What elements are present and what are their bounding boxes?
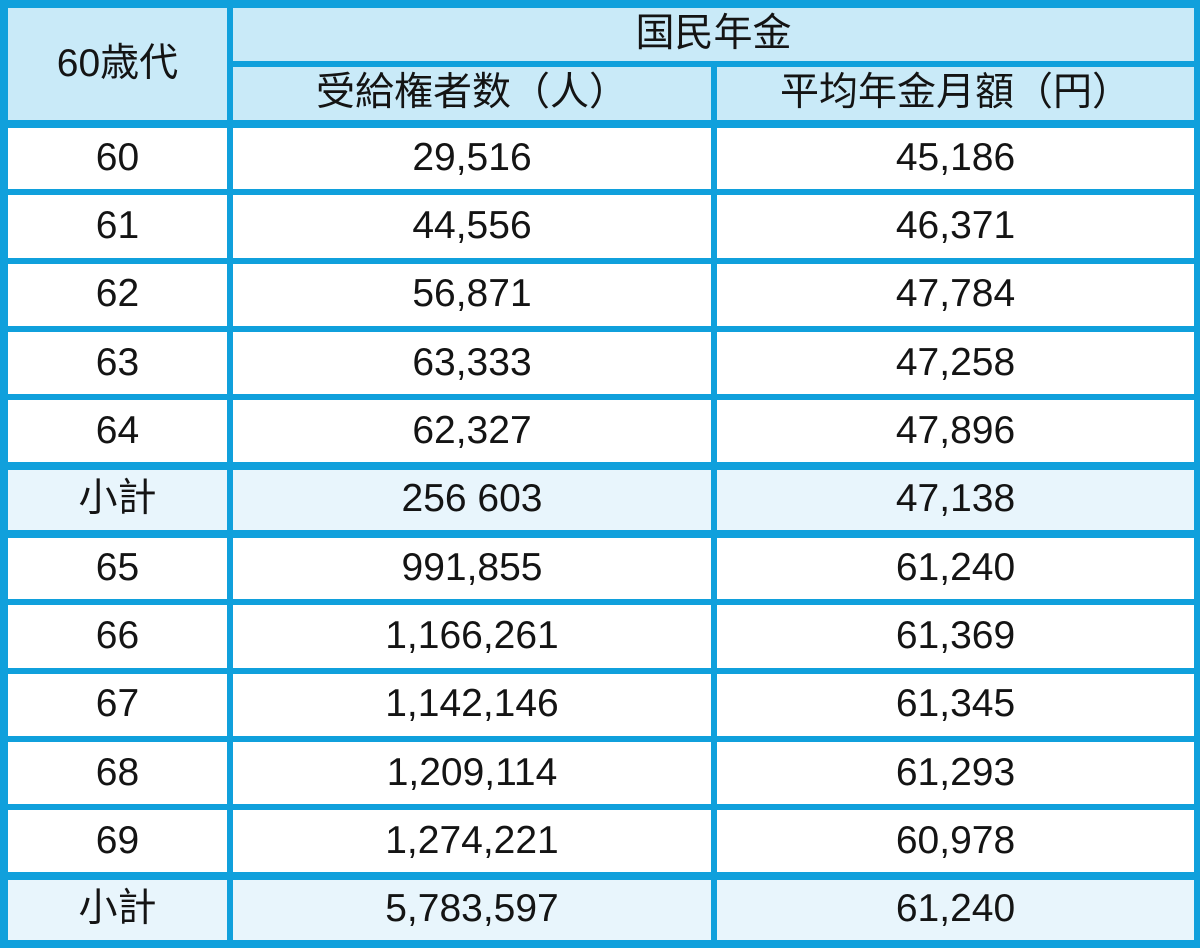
group-header-row: 60歳代 国民年金: [1, 1, 1200, 128]
table-row-age-65: 65 991,855 61,240: [1, 530, 1200, 606]
table-row-age-63: 63 63,333 47,258: [1, 325, 1200, 401]
recipients-cell: 1,274,221: [227, 804, 717, 879]
avg-amount-cell: 61,345: [710, 667, 1200, 742]
column-header-row: 受給権者数（人） 平均年金月額（円）: [4, 61, 1200, 128]
subtotal-label-cell: 小計: [1, 461, 233, 538]
avg-amount-cell: 47,784: [710, 257, 1200, 332]
avg-amount-cell: 61,369: [710, 599, 1200, 674]
avg-amount-cell: 61,240: [710, 530, 1200, 606]
table-row-age-62: 62 56,871 47,784: [1, 257, 1200, 332]
age-cell: 60: [1, 120, 233, 196]
age-cell: 68: [1, 735, 233, 811]
table-row-age-68: 68 1,209,114 61,293: [1, 735, 1200, 811]
subtotal-row-60s-first-half: 小計 256 603 47,138: [1, 461, 1200, 538]
subtotal-label-cell: 小計: [1, 871, 233, 948]
table-row-age-64: 64 62,327 47,896: [1, 394, 1200, 469]
avg-amount-cell: 61,240: [710, 871, 1200, 948]
recipients-cell: 1,166,261: [227, 599, 717, 674]
table-row-age-69: 69 1,274,221 60,978: [1, 804, 1200, 879]
avg-amount-cell: 46,371: [710, 189, 1200, 264]
age-cell: 64: [1, 394, 233, 469]
recipients-cell: 5,783,597: [227, 871, 717, 948]
recipients-cell: 1,142,146: [227, 667, 717, 742]
avg-amount-cell: 60,978: [710, 804, 1200, 879]
recipients-cell: 256 603: [227, 461, 717, 538]
age-cell: 67: [1, 667, 233, 742]
age-cell: 63: [1, 325, 233, 401]
avg-amount-cell: 47,138: [710, 461, 1200, 538]
recipients-cell: 62,327: [227, 394, 717, 469]
recipients-cell: 63,333: [227, 325, 717, 401]
avg-amount-cell: 61,293: [710, 735, 1200, 811]
avg-amount-cell: 47,896: [710, 394, 1200, 469]
recipients-cell: 44,556: [227, 189, 717, 264]
recipients-cell: 29,516: [227, 120, 717, 196]
table-row-age-61: 61 44,556 46,371: [1, 189, 1200, 264]
recipients-cell: 1,209,114: [227, 735, 717, 811]
age-cell: 65: [1, 530, 233, 606]
column-header-avg-amount: 平均年金月額（円）: [710, 61, 1200, 128]
age-cell: 69: [1, 804, 233, 879]
avg-amount-cell: 47,258: [710, 325, 1200, 401]
recipients-cell: 991,855: [227, 530, 717, 606]
age-cell: 66: [1, 599, 233, 674]
subtotal-row-60s-second-half: 小計 5,783,597 61,240: [1, 871, 1200, 948]
age-cell: 61: [1, 189, 233, 264]
table-row-age-66: 66 1,166,261 61,369: [1, 599, 1200, 674]
age-cell: 62: [1, 257, 233, 332]
table-row-age-60: 60 29,516 45,186: [1, 120, 1200, 196]
column-header-recipients: 受給権者数（人）: [227, 61, 717, 128]
recipients-cell: 56,871: [227, 257, 717, 332]
group-header-cell: 国民年金: [226, 1, 1200, 67]
avg-amount-cell: 45,186: [710, 120, 1200, 196]
corner-header-cell: 60歳代: [1, 1, 233, 128]
table-row-age-67: 67 1,142,146 61,345: [1, 667, 1200, 742]
